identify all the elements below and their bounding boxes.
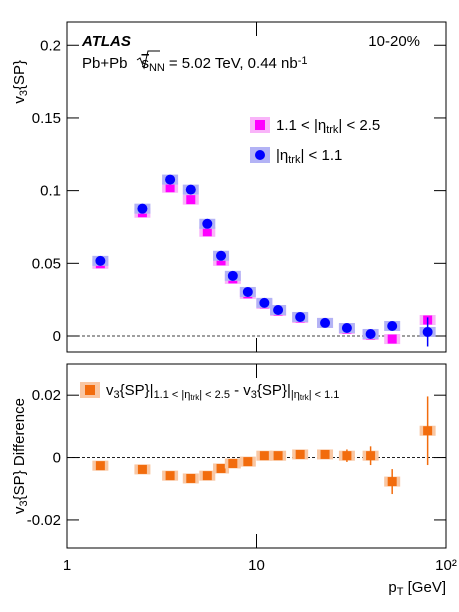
- y-axis-label-part: {SP} Difference: [11, 398, 28, 500]
- point: [95, 255, 106, 266]
- point: [366, 451, 376, 461]
- energy-label: Pb+Pb sNN = 5.02 TeV, 0.44 nb-1: [82, 55, 308, 75]
- x-tick-label: 10²: [435, 557, 457, 574]
- legend-label-part: - v: [230, 382, 251, 399]
- y-axis-label-part: 3: [18, 90, 30, 96]
- energy-part: NN: [149, 62, 165, 74]
- energy-part: = 5.02 TeV, 0.44 nb: [169, 55, 298, 72]
- energy-part: -1: [298, 55, 308, 67]
- point: [320, 317, 331, 328]
- legend-marker: [255, 150, 265, 160]
- legend-marker: [85, 385, 95, 395]
- point: [216, 256, 226, 266]
- point: [259, 297, 270, 308]
- x-tick-label: 10: [248, 557, 265, 574]
- point: [342, 451, 352, 461]
- point: [216, 250, 227, 261]
- legend-label-part: |η: [276, 147, 288, 164]
- point: [295, 311, 306, 322]
- legend-label-part: {SP}|: [120, 382, 154, 399]
- point: [216, 463, 226, 473]
- point: [365, 328, 376, 339]
- legend-label-part: 3: [251, 389, 257, 401]
- point: [387, 334, 397, 344]
- legend-label-part: |η: [291, 389, 300, 401]
- point: [186, 473, 196, 483]
- y-tick-label: 0.2: [40, 37, 61, 54]
- legend-label-part: trk: [300, 393, 310, 402]
- legend-label-part: v: [106, 382, 114, 399]
- sqrt-sign: [136, 50, 160, 70]
- x-axis-label-part: p: [388, 579, 396, 596]
- point: [186, 195, 196, 205]
- legend-label-part: 1.1 < |η: [154, 389, 191, 401]
- centrality-label: 10-20%: [368, 33, 420, 50]
- y-tick-label: 0: [53, 328, 61, 345]
- x-axis-label-part: T: [397, 586, 404, 598]
- point: [165, 183, 175, 193]
- point: [202, 471, 212, 481]
- x-tick-label: 1: [63, 557, 71, 574]
- point: [273, 451, 283, 461]
- y-tick-label: 0.02: [32, 387, 61, 404]
- point: [202, 218, 213, 229]
- legend-label-part: | < 1.1: [300, 147, 342, 164]
- point: [185, 184, 196, 195]
- point: [228, 458, 238, 468]
- y-tick-label: 0.15: [32, 110, 61, 127]
- point: [137, 203, 148, 214]
- legend-label-part: | < 2.5: [338, 117, 380, 134]
- point: [165, 471, 175, 481]
- y-axis-label-part: 3: [18, 500, 30, 506]
- point: [387, 477, 397, 487]
- point: [202, 227, 212, 237]
- point: [242, 286, 253, 297]
- y-tick-label: 0.05: [32, 255, 61, 272]
- legend-label: |ηtrk| < 1.1: [276, 147, 342, 166]
- legend-label-part: trk: [190, 393, 200, 402]
- point: [320, 449, 330, 459]
- point: [387, 320, 398, 331]
- x-axis-label-part: [GeV]: [403, 579, 446, 596]
- legend-label: v3{SP}|1.1 < |ηtrk| < 2.5 - v3{SP}||ηtrk…: [106, 382, 339, 402]
- legend-marker: [255, 120, 265, 130]
- point: [227, 270, 238, 281]
- legend-label-part: 1.1 < |η: [276, 117, 326, 134]
- legend-label-part: | < 1.1: [309, 389, 340, 401]
- y-axis-label: v3{SP}: [11, 60, 30, 104]
- point: [243, 457, 253, 467]
- y-axis-label: v3{SP} Difference: [11, 398, 30, 514]
- legend-label-part: | < 2.5: [199, 389, 230, 401]
- experiment-label: ATLAS: [81, 33, 131, 50]
- point: [422, 326, 433, 337]
- legend-label-part: trk: [326, 124, 339, 136]
- y-axis-label-part: v: [11, 506, 28, 514]
- y-tick-label: 0.1: [40, 183, 61, 200]
- y-tick-label: -0.02: [27, 512, 61, 529]
- energy-part: Pb+Pb: [82, 55, 127, 72]
- point: [137, 464, 147, 474]
- point: [341, 323, 352, 334]
- legend-label: 1.1 < |ηtrk| < 2.5: [276, 117, 380, 136]
- legend-label-part: trk: [288, 154, 301, 166]
- point: [259, 451, 269, 461]
- y-axis-label-part: {SP}: [11, 60, 28, 90]
- y-axis-label-part: v: [11, 96, 28, 104]
- x-axis-label: pT [GeV]: [388, 579, 446, 598]
- point: [273, 304, 284, 315]
- y-tick-label: 0: [53, 450, 61, 467]
- point: [295, 449, 305, 459]
- legend-label-part: 3: [114, 389, 120, 401]
- point: [423, 426, 433, 436]
- point: [165, 174, 176, 185]
- point: [95, 461, 105, 471]
- legend-label-part: {SP}|: [257, 382, 291, 399]
